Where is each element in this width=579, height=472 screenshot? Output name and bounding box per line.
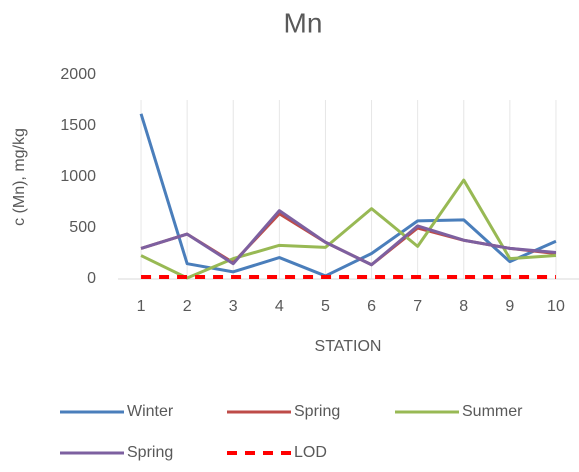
y-tick-label: 1500 [60,117,96,134]
x-tick-label: 10 [547,298,565,315]
series-line [140,212,557,267]
chart-title: Mn [284,7,323,38]
series-line [140,209,557,267]
x-tick-label: 7 [413,298,422,315]
legend-label: LOD [294,444,327,461]
y-tick-label: 0 [87,270,96,287]
x-tick-label: 3 [229,298,238,315]
y-tick-label: 1000 [60,168,96,185]
x-tick-label: 5 [321,298,330,315]
x-tick-label: 4 [275,298,284,315]
y-tick-label: 500 [69,219,96,236]
legend-label: Spring [127,444,173,461]
x-tick-label: 2 [183,298,192,315]
legend-label: Spring [294,403,340,420]
x-axis-label: STATION [315,338,382,355]
y-axis-label: c (Mn), mg/kg [11,128,28,226]
x-tick-label: 1 [137,298,146,315]
legend-label: Summer [462,403,523,420]
series-line [139,113,557,278]
y-tick-label: 2000 [60,66,96,83]
x-tick-label: 6 [367,298,376,315]
series-line [140,178,557,280]
legend-label: Winter [127,403,174,420]
x-tick-label: 9 [505,298,514,315]
x-tick-label: 8 [459,298,468,315]
